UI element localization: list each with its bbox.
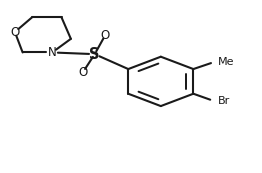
Text: O: O — [10, 26, 19, 39]
Text: O: O — [100, 29, 110, 42]
Text: Me: Me — [218, 57, 235, 67]
Text: N: N — [48, 46, 57, 59]
Text: S: S — [89, 47, 100, 62]
Text: O: O — [78, 66, 88, 79]
Text: Br: Br — [217, 96, 230, 106]
